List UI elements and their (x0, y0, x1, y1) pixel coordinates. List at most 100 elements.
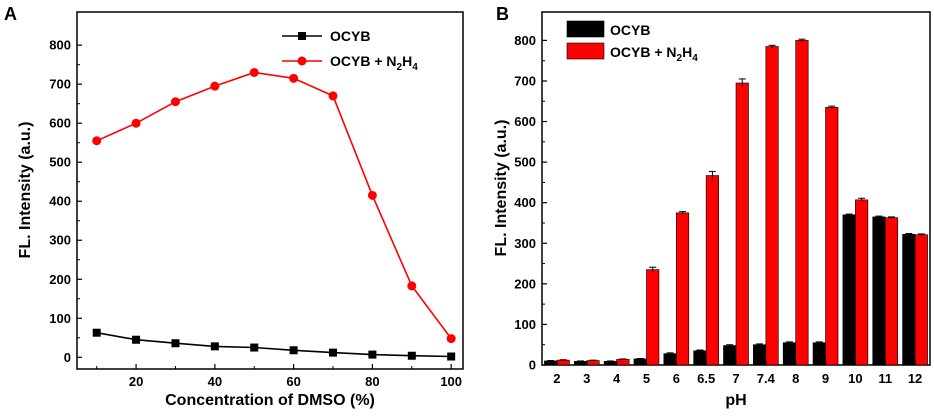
panel-b-y-axis-label: FL. Intensity (a.u.) (493, 120, 510, 257)
x-tick-label: 5 (643, 371, 650, 386)
x-tick-label: 7 (732, 371, 739, 386)
bar-ocyb-n2h4 (556, 359, 570, 366)
y-tick-label: 600 (49, 116, 71, 131)
data-point (132, 335, 141, 344)
data-point (92, 328, 101, 337)
y-tick-label: 500 (49, 155, 71, 170)
panel-a-x-ticks: 20 40 60 80 100 (96, 364, 462, 389)
y-tick-label: 200 (514, 276, 536, 291)
bar-ocyb-n2h4 (884, 217, 899, 366)
bar-ocyb-n2h4 (855, 199, 869, 366)
data-point (368, 350, 377, 359)
data-point (289, 73, 299, 83)
bar-ocyb (812, 342, 826, 366)
bar-ocyb-n2h4 (914, 234, 928, 366)
y-tick-label: 400 (514, 195, 536, 210)
legend-label: OCYB + N2H4 (610, 44, 698, 64)
panel-a-y-axis-label: FL. Intensity (a.u.) (17, 122, 34, 259)
data-point (367, 190, 377, 200)
bar-ocyb-n2h4 (795, 40, 809, 366)
y-tick-label: 300 (514, 236, 536, 251)
panel-b-legend: OCYB OCYB + N2H4 (566, 20, 698, 64)
bar-ocyb (872, 216, 886, 366)
panel-a-label: A (4, 4, 17, 24)
y-tick-label: 700 (514, 73, 536, 88)
bar-ocyb (782, 342, 796, 366)
data-point (210, 342, 219, 351)
bar-ocyb (633, 358, 647, 366)
x-tick-label: 7.4 (757, 371, 776, 386)
y-tick-label: 800 (49, 38, 71, 53)
bar-ocyb (842, 214, 856, 366)
y-tick-label: 800 (514, 33, 536, 48)
x-tick-label: 40 (208, 374, 222, 389)
series-line-ocyb (96, 331, 452, 358)
y-tick-label: 200 (49, 272, 71, 287)
bar-ocyb-n2h4 (646, 269, 660, 366)
data-point (210, 81, 220, 91)
bar-ocyb-n2h4 (735, 82, 749, 366)
legend-swatch (566, 42, 605, 60)
data-point (446, 334, 456, 344)
data-point (328, 91, 338, 101)
x-tick-label: 20 (129, 374, 143, 389)
legend-marker (297, 56, 307, 66)
y-tick-label: 600 (514, 114, 536, 129)
bar-ocyb (902, 234, 916, 366)
bar-ocyb (603, 361, 617, 366)
x-tick-label: 3 (583, 371, 590, 386)
bar-ocyb-n2h4 (586, 360, 600, 366)
panel-a-legend: OCYB OCYB + N2H4 (282, 28, 418, 73)
panel-a-y-ticks: 0 100 200 300 400 500 600 700 800 (49, 38, 82, 365)
data-point (407, 351, 416, 360)
panel-a-series (92, 67, 456, 361)
bar-ocyb-n2h4 (765, 46, 779, 366)
x-tick-label: 12 (908, 371, 922, 386)
legend-label: OCYB (610, 22, 650, 38)
x-tick-label: 10 (848, 371, 862, 386)
panel-b-label: B (496, 4, 509, 24)
legend-marker (298, 32, 306, 40)
data-point (131, 118, 141, 128)
data-point (447, 352, 456, 361)
bar-ocyb (753, 344, 767, 366)
y-tick-label: 300 (49, 233, 71, 248)
data-point (171, 339, 180, 348)
legend-label: OCYB (330, 28, 370, 44)
bar-ocyb (544, 360, 558, 366)
y-tick-label: 400 (49, 194, 71, 209)
data-point (92, 136, 102, 146)
bar-ocyb-n2h4 (825, 107, 839, 366)
x-tick-label: 6 (673, 371, 680, 386)
data-point (249, 67, 259, 77)
x-tick-label: 60 (286, 374, 300, 389)
y-tick-label: 100 (514, 317, 536, 332)
legend-swatch (566, 20, 605, 38)
y-tick-label: 0 (64, 350, 71, 365)
x-tick-label: 4 (613, 371, 621, 386)
x-tick-label: 2 (553, 371, 560, 386)
x-tick-label: 11 (878, 371, 892, 386)
bar-ocyb-n2h4 (616, 359, 630, 366)
bar-ocyb (663, 353, 677, 366)
data-point (289, 346, 298, 355)
y-tick-label: 700 (49, 77, 71, 92)
bar-ocyb (573, 361, 588, 366)
y-tick-label: 0 (529, 358, 536, 373)
legend-label: OCYB + N2H4 (330, 53, 418, 73)
panel-a-frame (76, 11, 464, 370)
panel-b-x-ticks: 2 3 4 5 6 6.5 7 7.4 8 9 10 11 12 (553, 361, 922, 386)
bar-ocyb-n2h4 (705, 175, 719, 366)
y-tick-label: 100 (49, 311, 71, 326)
x-tick-label: 8 (792, 371, 799, 386)
y-tick-label: 500 (514, 155, 536, 170)
x-tick-label: 6.5 (697, 371, 715, 386)
series-line-ocyb-n2h4 (96, 71, 452, 340)
bar-ocyb (693, 350, 707, 366)
x-tick-label: 9 (822, 371, 829, 386)
bar-ocyb (723, 345, 737, 366)
bar-ocyb-n2h4 (676, 212, 690, 366)
data-point (170, 97, 180, 107)
